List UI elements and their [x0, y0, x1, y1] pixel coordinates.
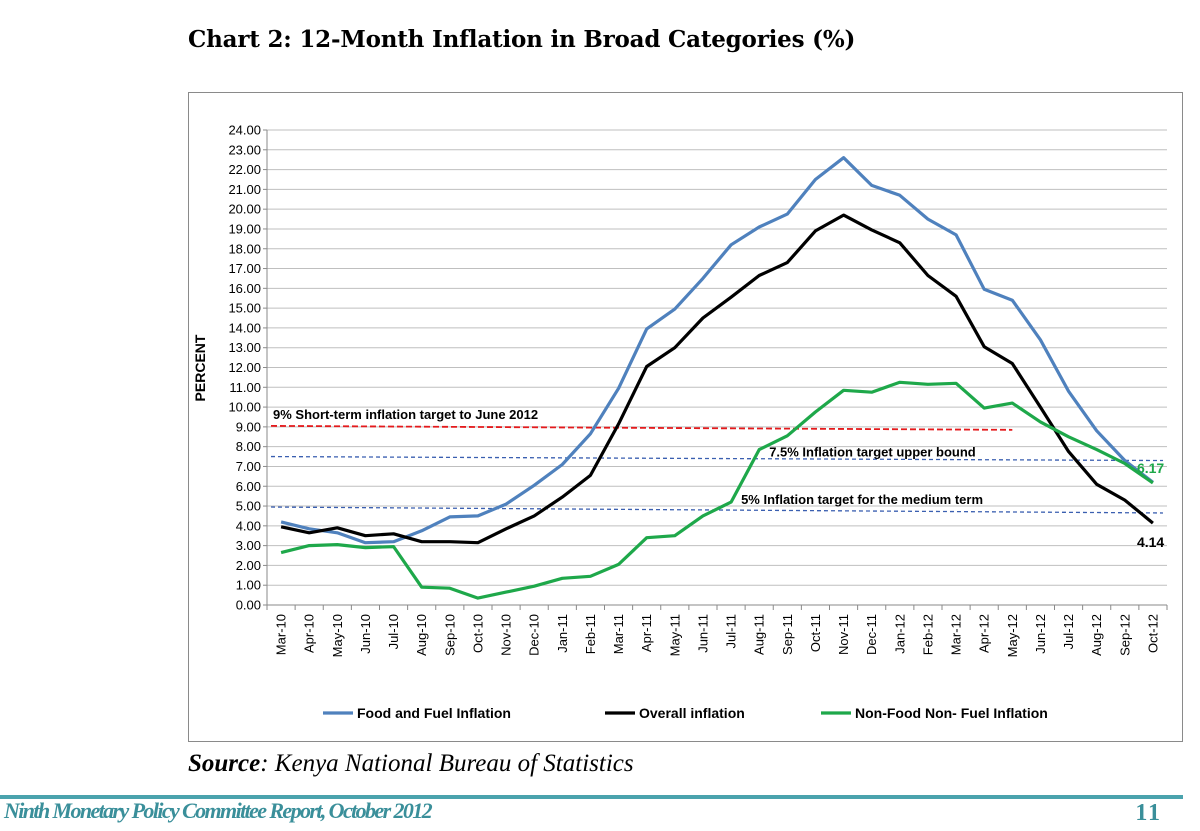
reference-line: [270, 455, 1164, 462]
y-tick-label: 11.00: [229, 380, 261, 395]
legend: Food and Fuel Inflation Overall inflation…: [323, 705, 1048, 721]
y-tick-label: 13.00: [228, 340, 261, 355]
y-tick-label: 12.00: [228, 360, 261, 375]
x-tick-label: May-12: [1005, 614, 1020, 657]
y-tick-label: 6.00: [236, 479, 261, 494]
y-tick-label: 7.00: [236, 459, 261, 474]
x-tick-label: Jun-12: [1033, 614, 1048, 654]
reference-line-label: 7.5% Inflation target upper bound: [769, 445, 976, 460]
legend-label: Non-Food Non- Fuel Inflation: [855, 705, 1048, 721]
x-tick-label: Jan-11: [555, 614, 570, 653]
y-tick-label: 23.00: [228, 142, 261, 157]
chart-frame: 0.00 1.00 2.00 3.00 4.00 5.00 6.00 7.00 8.00 9.00…: [188, 92, 1183, 742]
x-tick-label: Oct-12: [1145, 614, 1160, 653]
reference-lines: 9% Short-term inflation target to June 2…: [270, 407, 1164, 514]
x-tick-label: Dec-10: [527, 614, 542, 656]
x-tick-label: Oct-10: [470, 614, 485, 653]
x-tick-label: Nov-10: [499, 614, 514, 656]
x-tick-label: Jun-10: [358, 614, 373, 654]
y-tick-label: 3.00: [236, 538, 261, 553]
y-tick-label: 20.00: [228, 202, 261, 217]
y-tick-label: 21.00: [228, 182, 261, 197]
x-tick-label: Aug-10: [414, 614, 429, 656]
x-tick-label: Mar-10: [274, 614, 289, 655]
legend-label: Overall inflation: [639, 705, 745, 721]
x-tick-label: Feb-11: [583, 614, 598, 654]
x-tick-label: Sep-10: [442, 614, 457, 656]
series-line: [280, 156, 1154, 545]
y-tick-label: 15.00: [228, 301, 261, 316]
x-tick-label: Mar-11: [611, 614, 626, 654]
series-line: [280, 380, 1154, 600]
y-tick-label: 17.00: [228, 261, 261, 276]
y-tick-label: 2.00: [236, 558, 261, 573]
x-tick-label: Jul-12: [1061, 614, 1076, 649]
x-tick-label: Apr-11: [639, 614, 654, 652]
reference-line-label: 9% Short-term inflation target to June 2…: [273, 407, 538, 422]
reference-line: [270, 506, 1164, 514]
page-title: Chart 2: 12-Month Inflation in Broad Cat…: [188, 26, 856, 53]
footer-rule: [0, 795, 1183, 799]
x-tick-label: Aug-12: [1089, 614, 1104, 656]
y-tick-label: 19.00: [228, 221, 261, 236]
inflation-line-chart: 0.00 1.00 2.00 3.00 4.00 5.00 6.00 7.00 8.00 9.00…: [192, 123, 1168, 721]
y-tick-label: 16.00: [228, 281, 261, 296]
source-label: Source: [188, 750, 261, 777]
x-tick-label: Jan-12: [892, 614, 907, 654]
source-note: Source: Kenya National Bureau of Statist…: [188, 750, 634, 778]
y-tick-label: 18.00: [228, 241, 261, 256]
x-tick-label: Mar-12: [949, 614, 964, 655]
x-tick-label: Apr-10: [302, 614, 317, 653]
y-tick-label: 10.00: [228, 400, 261, 415]
x-tick-label: Apr-12: [977, 614, 992, 653]
x-tick-label: Aug-11: [752, 614, 767, 655]
x-tick-labels: Mar-10 Apr-10 May-10 Jun-10 Jul-10 Aug-10 Sep-…: [266, 605, 1168, 657]
y-tick-label: 9.00: [236, 419, 261, 434]
x-tick-label: Nov-11: [836, 614, 851, 655]
y-tick-label: 8.00: [236, 439, 261, 454]
y-tick-label: 22.00: [228, 162, 261, 177]
series-line: [280, 213, 1154, 545]
x-tick-label: Sep-12: [1117, 614, 1132, 656]
legend-label: Food and Fuel Inflation: [357, 705, 511, 721]
y-tick-label: 4.00: [236, 518, 261, 533]
page-number: 11: [1135, 800, 1162, 826]
footer-report-title: Ninth Monetary Policy Committee Report, …: [4, 798, 433, 823]
x-tick-label: May-10: [330, 614, 345, 657]
data-label: 4.14: [1137, 534, 1164, 550]
y-tick-label: 5.00: [236, 499, 261, 514]
data-label: 6.17: [1137, 460, 1164, 476]
x-tick-label: Feb-12: [920, 614, 935, 655]
x-tick-label: Dec-11: [864, 614, 879, 655]
reference-line: [270, 424, 1013, 431]
reference-line-label: 5% Inflation target for the medium term: [741, 492, 983, 507]
y-tick-label: 24.00: [228, 123, 261, 138]
y-tick-label: 0.00: [236, 598, 261, 613]
annotations: 6.17 4.14: [1137, 460, 1164, 550]
x-tick-label: Jul-10: [386, 614, 401, 649]
series-lines: [280, 156, 1154, 600]
x-tick-label: Jun-11: [695, 614, 710, 653]
x-tick-label: Sep-11: [780, 614, 795, 655]
y-tick-labels: 0.00 1.00 2.00 3.00 4.00 5.00 6.00 7.00 8.00 9.00…: [228, 123, 261, 613]
y-tick-label: 14.00: [228, 320, 261, 335]
x-tick-label: Oct-11: [808, 614, 823, 652]
y-tick-label: 1.00: [236, 578, 261, 593]
y-axis-label: PERCENT: [192, 334, 208, 401]
source-text: : Kenya National Bureau of Statistics: [260, 750, 634, 777]
x-tick-label: Jul-11: [724, 614, 739, 648]
x-tick-label: May-11: [667, 614, 682, 656]
